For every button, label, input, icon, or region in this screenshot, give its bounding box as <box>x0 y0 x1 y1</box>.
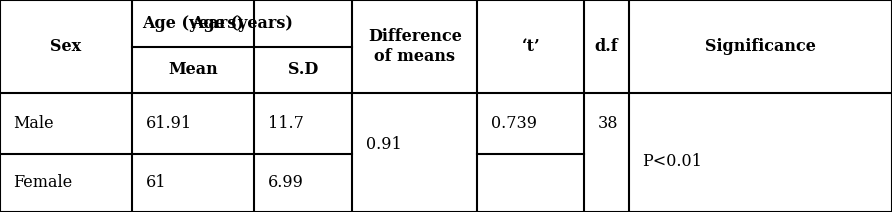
Text: d.f: d.f <box>595 38 618 55</box>
Text: Age (years): Age (years) <box>191 15 293 32</box>
Text: 61.91: 61.91 <box>145 115 192 132</box>
Text: 0.91: 0.91 <box>366 136 401 153</box>
Text: Male: Male <box>13 115 54 132</box>
Text: Significance: Significance <box>705 38 816 55</box>
Text: Age (years): Age (years) <box>142 15 244 32</box>
Text: Difference
of means: Difference of means <box>368 28 462 65</box>
Text: 6.99: 6.99 <box>268 174 303 191</box>
Text: Female: Female <box>13 174 72 191</box>
Text: 61: 61 <box>145 174 166 191</box>
Text: P<0.01: P<0.01 <box>642 153 702 170</box>
Text: 38: 38 <box>598 115 618 132</box>
Text: S.D: S.D <box>288 61 318 78</box>
Text: 11.7: 11.7 <box>268 115 303 132</box>
Text: ‘t’: ‘t’ <box>522 38 540 55</box>
Text: 0.739: 0.739 <box>491 115 537 132</box>
Text: Mean: Mean <box>169 61 218 78</box>
Text: Sex: Sex <box>51 38 81 55</box>
